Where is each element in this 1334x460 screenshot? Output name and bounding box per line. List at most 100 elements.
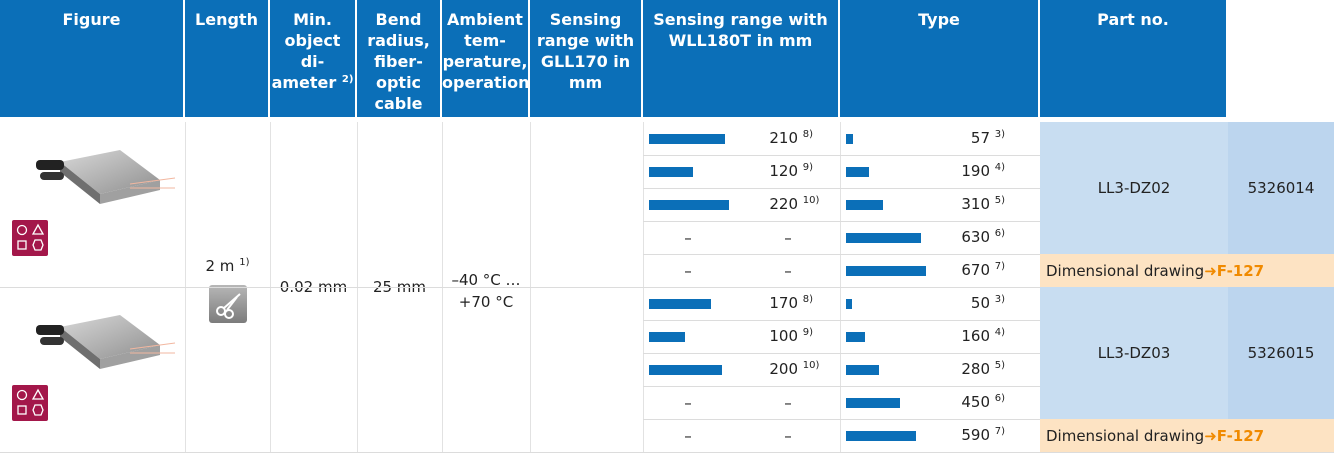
range-bar (649, 133, 726, 144)
header-cell: Sensing range with GLL170 in mm (530, 0, 643, 117)
header-cell: Sensing range with WLL180T in mm (643, 0, 840, 117)
range-value: 210 8) (743, 122, 813, 155)
range-bar (649, 298, 711, 309)
range-number: 280 (961, 360, 990, 378)
range-dash: – (784, 261, 792, 280)
footnote-ref: 5) (994, 360, 1006, 371)
part-cell: 5326014 (1228, 122, 1334, 254)
header-line: radius, (367, 31, 430, 50)
range-value: 190 4) (935, 155, 1005, 188)
footnote-ref: 4) (994, 327, 1006, 338)
header-line: operation (442, 73, 530, 92)
footnote-ref: 1) (239, 257, 250, 268)
range-number: 630 (961, 228, 990, 246)
header-line: Ambient (447, 10, 523, 29)
range-number: 120 (769, 162, 798, 180)
drawing-link[interactable]: Dimensional drawing ➜ F-127 (1040, 419, 1334, 452)
range-value: 160 4) (935, 320, 1005, 353)
footnote-ref: 9) (802, 327, 814, 338)
header-cell: Ambient tem-perature, operation (442, 0, 530, 117)
header-line: Sensing range with (536, 10, 635, 50)
range-bar (649, 199, 729, 210)
scissors-icon (208, 285, 247, 323)
range-bar (846, 133, 853, 144)
range-value: 200 10) (743, 353, 819, 386)
type-cell: LL3-DZ02 (1040, 122, 1228, 254)
drawing-arrow: ➜ (1204, 261, 1217, 280)
range-bar (649, 364, 722, 375)
range-value: 170 8) (743, 287, 813, 320)
header-cell: Bend radius, fiber-optic cable (357, 0, 442, 117)
range-dash: – (684, 393, 692, 412)
row-line (643, 254, 1040, 255)
ambient-line: +70 °C (458, 293, 514, 311)
drawing-link[interactable]: Dimensional drawing ➜ F-127 (1040, 254, 1334, 287)
header-cell: Type (840, 0, 1040, 117)
footnote-ref: 8) (802, 129, 814, 140)
range-value: 120 9) (743, 155, 813, 188)
header-line: object di- (284, 31, 341, 71)
range-value: 630 6) (935, 221, 1005, 254)
length-text: 2 m (205, 257, 235, 275)
header-line: Part no. (1097, 10, 1169, 29)
header-cell: Part no. (1040, 0, 1228, 117)
drawing-arrow: ➜ (1204, 426, 1217, 445)
length-cell: 2 m 1) (185, 257, 270, 323)
header-line: tem- (464, 31, 506, 50)
footnote-ref: 8) (802, 294, 814, 305)
header-line: ameter 2) (271, 73, 354, 92)
range-value: 670 7) (935, 254, 1005, 287)
range-number: 310 (961, 195, 990, 213)
row-line (0, 287, 1334, 288)
header-cell: Min. object di-ameter 2) (270, 0, 357, 117)
header-line: Sensing range with (653, 10, 828, 29)
range-number: 590 (961, 426, 990, 444)
footnote-ref: 6) (994, 228, 1006, 239)
footnote-ref: 2) (341, 74, 354, 85)
range-value: 50 3) (935, 287, 1005, 320)
range-value: 57 3) (935, 122, 1005, 155)
range-dash: – (784, 393, 792, 412)
range-dash: – (784, 228, 792, 247)
header-line: Figure (62, 10, 121, 29)
part-text: 5326014 (1247, 179, 1315, 197)
range-number: 190 (961, 162, 990, 180)
header-line: Min. (293, 10, 332, 29)
table-bottom (0, 452, 1334, 453)
range-bar (846, 232, 922, 243)
row-line (643, 386, 1040, 387)
range-value: 450 6) (935, 386, 1005, 419)
range-number: 210 (769, 129, 798, 147)
range-bar (846, 199, 883, 210)
range-number: 200 (769, 360, 798, 378)
range-dash: – (684, 426, 692, 445)
header-line: fiber-optic (374, 52, 423, 92)
row-line (643, 353, 1040, 354)
range-value: 100 9) (743, 320, 813, 353)
part-text: 5326015 (1247, 344, 1315, 362)
header-line: WLL180T in mm (668, 31, 813, 50)
row-line (643, 188, 1040, 189)
row-line (643, 155, 1040, 156)
footnote-ref: 9) (802, 162, 814, 173)
range-dash: – (684, 261, 692, 280)
product-figure (12, 315, 176, 421)
range-value: 590 7) (935, 419, 1005, 452)
header-cell: Length (185, 0, 270, 117)
range-value: 280 5) (935, 353, 1005, 386)
range-number: 670 (961, 261, 990, 279)
range-bar (846, 265, 926, 276)
range-bar (846, 430, 917, 441)
header-cell: Figure (0, 0, 185, 117)
header-line: Length (195, 10, 258, 29)
range-number: 450 (961, 393, 990, 411)
range-bar (846, 397, 900, 408)
header-line: Bend (375, 10, 422, 29)
type-text: LL3-DZ02 (1097, 179, 1171, 197)
drawing-label: Dimensional drawing (1046, 261, 1205, 280)
row-line (643, 419, 1040, 420)
range-bar (649, 331, 686, 342)
footnote-ref: 7) (994, 261, 1006, 272)
footnote-ref: 10) (802, 195, 820, 206)
